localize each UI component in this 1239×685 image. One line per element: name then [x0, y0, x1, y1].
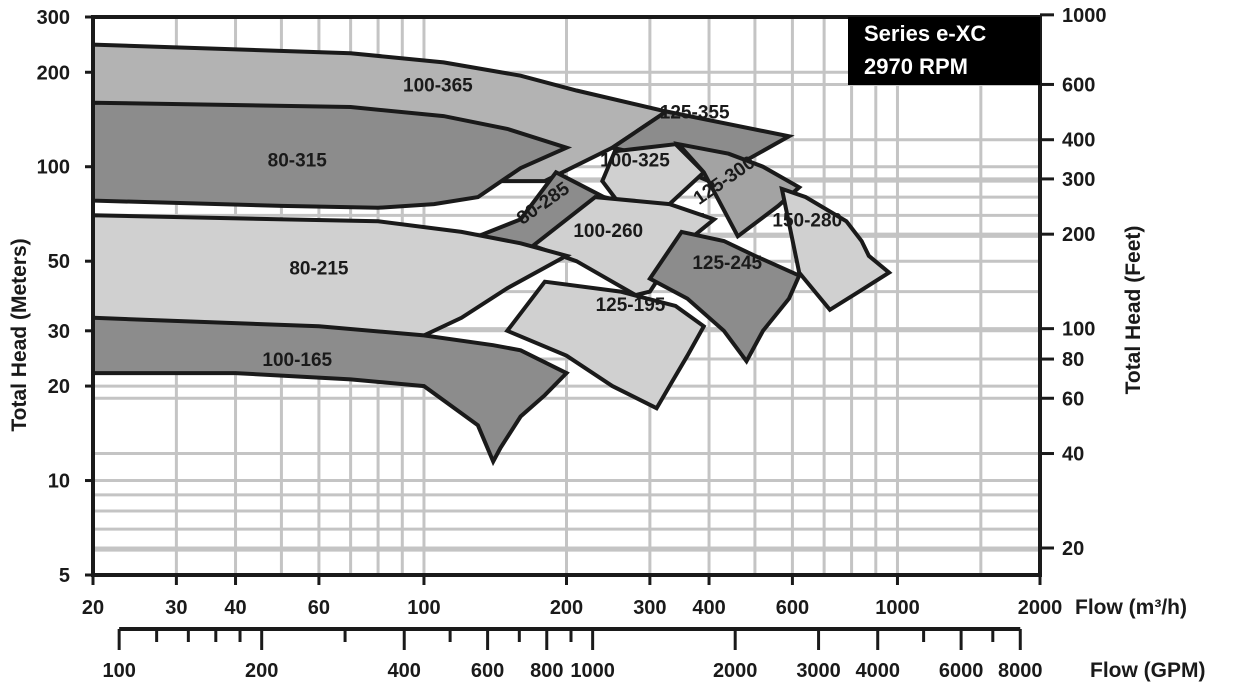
y-left-tick-label: 50 — [48, 251, 70, 273]
x-tick-label: 100 — [407, 597, 440, 619]
y-left-tick-label: 200 — [37, 62, 70, 84]
y-right-tick-label: 300 — [1062, 169, 1095, 191]
performance-region — [646, 229, 802, 365]
left-y-axis: 5 10 20 30 50 100 200 300 — [37, 7, 93, 587]
y-left-tick-label: 5 — [59, 565, 70, 587]
x-axis-title-m3h: Flow (m³/h) — [1075, 596, 1187, 619]
gpm-tick-label: 8000 — [998, 660, 1043, 682]
gpm-tick-label: 4000 — [855, 660, 900, 682]
regions-layer — [91, 42, 893, 467]
badge-box — [848, 17, 1040, 85]
gpm-tick-label: 200 — [245, 660, 278, 682]
y-left-tick-label: 20 — [48, 376, 70, 398]
region-label: 80-315 — [268, 150, 328, 171]
y-right-tick-label: 80 — [1062, 349, 1084, 371]
region-label: 150-280 — [772, 210, 842, 231]
x-tick-label: 200 — [550, 597, 583, 619]
region-label: 125-245 — [692, 253, 762, 274]
x-tick-label: 600 — [776, 597, 809, 619]
performance-region — [779, 185, 893, 313]
y-right-tick-label: 40 — [1062, 444, 1084, 466]
x-tick-label: 60 — [308, 597, 330, 619]
performance-region — [504, 279, 707, 411]
gpm-tick-label: 6000 — [939, 660, 984, 682]
gpm-tick-label: 3000 — [796, 660, 841, 682]
y-right-tick-label: 600 — [1062, 74, 1095, 96]
region-label: 100-325 — [600, 150, 670, 171]
region-label: 100-365 — [403, 76, 473, 97]
x-axis-title-gpm: Flow (GPM) — [1090, 659, 1205, 682]
x-tick-label: 2000 — [1018, 597, 1063, 619]
x-tick-label: 1000 — [875, 597, 920, 619]
y-left-tick-label: 30 — [48, 321, 70, 343]
y-left-tick-label: 300 — [37, 7, 70, 29]
region-label: 125-355 — [660, 102, 730, 123]
right-y-axis: 20 40 60 80 100 200 300 400 600 1000 — [1040, 5, 1107, 560]
gpm-tick-label: 2000 — [713, 660, 758, 682]
gpm-tick-label: 400 — [388, 660, 421, 682]
y-left-tick-label: 100 — [37, 157, 70, 179]
y-right-tick-label: 20 — [1062, 538, 1084, 560]
gpm-tick-label: 600 — [471, 660, 504, 682]
region-label: 100-165 — [262, 350, 332, 371]
performance-region — [91, 100, 573, 210]
performance-region — [91, 315, 570, 467]
badge-line1: Series e-XC — [864, 21, 986, 46]
x-tick-label: 300 — [633, 597, 666, 619]
y-left-tick-label: 10 — [48, 471, 70, 493]
region-label: 100-260 — [573, 221, 643, 242]
x-tick-label: 20 — [82, 597, 104, 619]
y-right-axis-title: Total Head (Feet) — [1122, 226, 1145, 395]
y-right-tick-label: 1000 — [1062, 5, 1107, 27]
x-tick-label: 400 — [692, 597, 725, 619]
y-right-tick-label: 200 — [1062, 224, 1095, 246]
badge-line2: 2970 RPM — [864, 54, 968, 79]
gpm-tick-label: 800 — [530, 660, 563, 682]
region-label: 125-195 — [596, 295, 666, 316]
series-badge: Series e-XC 2970 RPM — [848, 17, 1040, 85]
y-right-tick-label: 400 — [1062, 130, 1095, 152]
y-right-tick-label: 60 — [1062, 388, 1084, 410]
region-label: 80-215 — [289, 259, 349, 280]
gpm-tick-label: 100 — [102, 660, 135, 682]
y-right-tick-label: 100 — [1062, 319, 1095, 341]
gpm-tick-label: 1000 — [570, 660, 615, 682]
x-tick-label: 40 — [224, 597, 246, 619]
x-axis-gpm: 100 200 400 600 800 1000 2000 3000 4000 6000 8000 — [102, 627, 1043, 682]
x-axis-m3h: 20 30 40 60 100 200 300 400 600 1000 2000 — [82, 575, 1062, 619]
x-tick-label: 30 — [165, 597, 187, 619]
y-left-axis-title: Total Head (Meters) — [8, 238, 31, 431]
